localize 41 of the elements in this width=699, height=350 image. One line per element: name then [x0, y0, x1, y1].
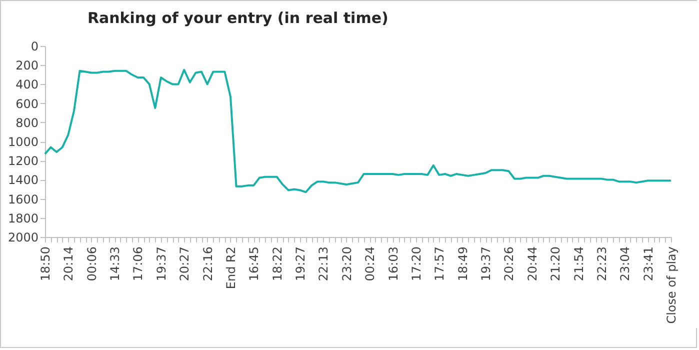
y-tick-label: 1000	[8, 135, 38, 149]
x-tick-label: 16:45	[247, 246, 262, 282]
x-tick-label: 22:23	[594, 246, 609, 282]
y-tick-label: 800	[16, 116, 38, 130]
x-tick-label: 23:04	[618, 246, 632, 282]
y-tick-label: 1400	[8, 173, 38, 188]
x-tick-label: 21:54	[572, 246, 586, 282]
x-tick-label: 19:27	[294, 246, 308, 282]
x-tick-label: 19:37	[479, 246, 494, 282]
y-tick-label: 1600	[8, 192, 38, 206]
x-tick-label: 23:41	[641, 246, 656, 282]
x-tick-label: 00:24	[363, 246, 378, 282]
x-tick-label: 17:57	[432, 246, 447, 282]
x-tick-label: 00:06	[84, 246, 99, 282]
y-tick-label: 1200	[8, 154, 38, 168]
chart-title: Ranking of your entry (in real time)	[87, 9, 388, 27]
x-tick-label: 18:49	[456, 246, 470, 282]
x-tick-label: 18:50	[38, 246, 52, 282]
x-tick-label: 20:27	[178, 246, 192, 282]
x-tick-label: 14:33	[108, 246, 122, 282]
x-tick-label: 17:20	[409, 246, 424, 282]
y-tick-label: 400	[16, 78, 38, 92]
y-tick-label: 0	[30, 40, 38, 54]
x-tick-label: 23:20	[340, 246, 354, 282]
x-tick-label: 17:06	[131, 246, 146, 282]
x-tick-label: 20:26	[502, 246, 516, 282]
y-tick-label: 1800	[8, 211, 38, 226]
line-series	[44, 68, 672, 194]
x-tick-label: Close of play	[664, 246, 678, 324]
x-tick-label: 16:03	[386, 246, 400, 282]
x-tick-label: 20:14	[62, 246, 76, 282]
y-tick-label: 2000	[8, 230, 38, 244]
x-tick-label: 22:16	[200, 246, 215, 282]
x-tick-label: 20:44	[525, 246, 540, 282]
x-tick-label: 18:22	[270, 246, 284, 282]
y-tick-label: 200	[16, 58, 38, 73]
x-tick-label: 21:20	[548, 246, 563, 282]
x-tick-label: End R2	[224, 246, 238, 290]
y-tick-label: 600	[16, 96, 38, 111]
x-tick-label: 22:13	[316, 246, 331, 282]
x-tick-label: 19:37	[154, 246, 168, 282]
